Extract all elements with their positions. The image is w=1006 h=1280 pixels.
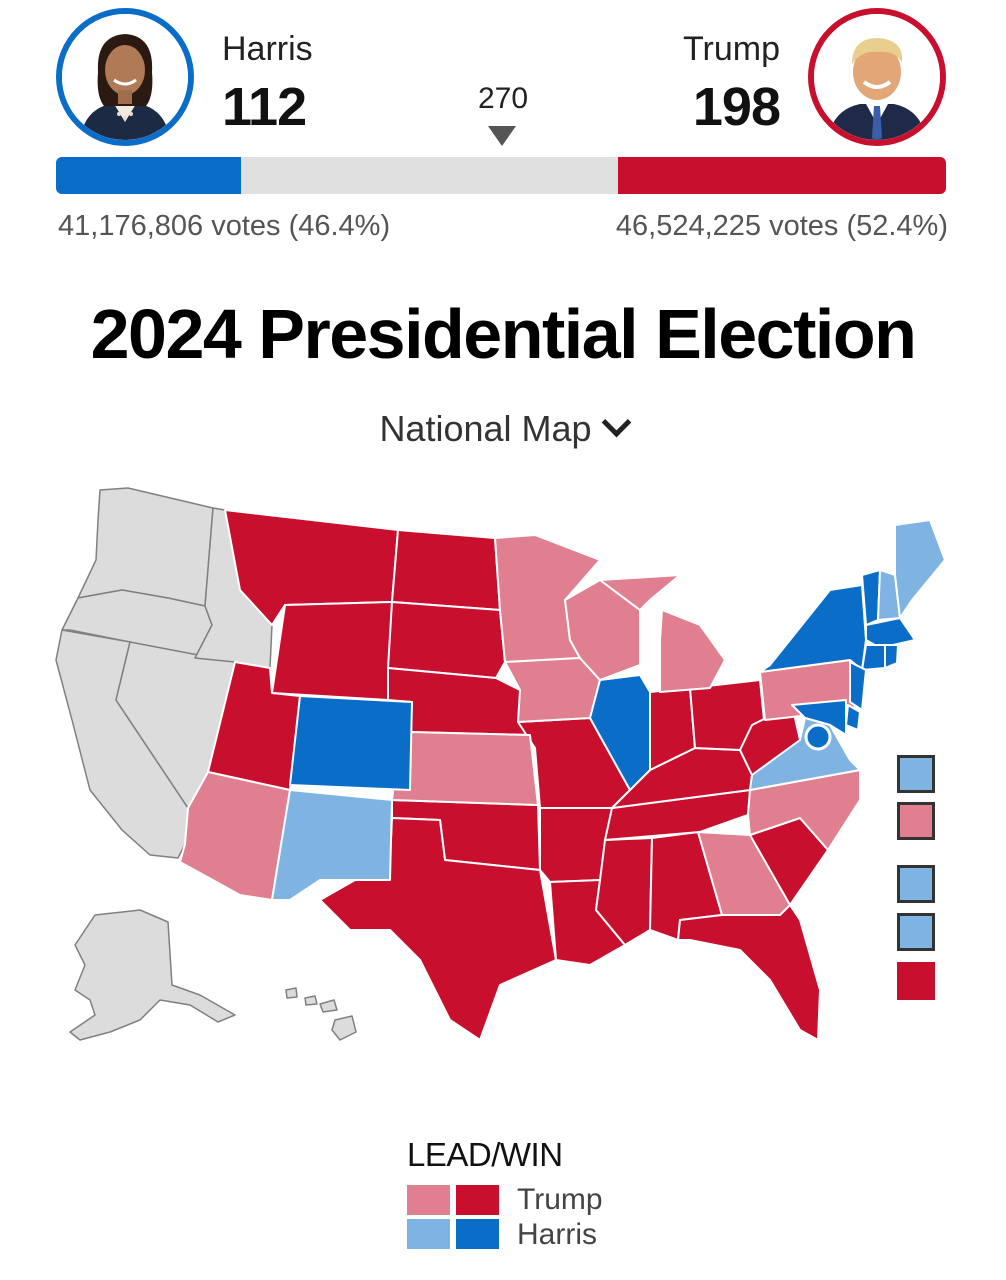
state-ct[interactable] [861,644,886,671]
state-ma[interactable] [865,617,916,649]
trump-electoral-votes: 198 [692,77,781,137]
state-ia[interactable] [504,657,601,723]
threshold-marker-icon [488,126,516,146]
harris-popular-votes: 41,176,806 votes (46.4%) [58,210,391,242]
harris-electoral-votes: 112 [222,77,307,137]
page-title: 2024 Presidential Election [90,295,917,373]
state-az[interactable] [179,771,291,901]
map-view-dropdown[interactable]: National Map [0,407,1006,450]
state-co[interactable] [289,695,413,791]
dc-marker[interactable] [804,723,832,751]
trump-name: Trump [683,30,780,68]
small-state-box[interactable] [897,865,935,903]
legend-harris-win-swatch [456,1219,499,1249]
trump-popular-votes: 46,524,225 votes (52.4%) [615,210,948,242]
state-ri[interactable] [884,644,899,669]
us-election-map [0,470,1006,1070]
legend-trump-win-swatch [456,1185,499,1215]
small-state-box[interactable] [897,913,935,951]
legend-trump-lead-swatch [407,1185,450,1215]
state-fl[interactable] [677,904,821,1041]
harris-name: Harris [222,30,313,68]
state-sd[interactable] [387,601,506,679]
harris-progress-fill [56,157,241,194]
harris-avatar [56,8,194,146]
trump-portrait-icon [814,14,940,140]
chevron-down-icon [601,407,631,438]
small-state-box[interactable] [897,755,935,793]
state-wy[interactable] [271,601,393,701]
trump-progress-fill [618,157,946,194]
small-state-box[interactable] [897,802,935,840]
harris-portrait-icon [62,14,188,140]
state-hi[interactable] [285,987,357,1041]
state-nd[interactable] [391,529,501,611]
state-ny[interactable] [759,584,867,673]
state-nm[interactable] [271,789,393,901]
state-ga[interactable] [697,831,791,916]
small-state-box[interactable] [897,962,935,1000]
state-me[interactable] [894,519,946,619]
legend-harris-lead-swatch [407,1219,450,1249]
state-ak[interactable] [69,909,236,1041]
state-de[interactable] [845,704,861,731]
legend-harris-label: Harris [517,1218,597,1251]
map-view-label: National Map [379,408,592,449]
trump-avatar [808,8,946,146]
state-wa[interactable] [77,487,214,607]
legend-title: LEAD/WIN [407,1136,563,1173]
threshold-label: 270 [477,82,529,115]
state-nc[interactable] [747,769,861,851]
state-mi[interactable] [599,574,726,693]
state-il[interactable] [589,674,651,791]
legend-trump-label: Trump [517,1183,603,1216]
electoral-progress-bar [56,157,946,194]
state-nj[interactable] [849,661,867,711]
state-va[interactable] [749,717,861,791]
state-md[interactable] [791,699,847,736]
state-ks[interactable] [391,731,539,806]
